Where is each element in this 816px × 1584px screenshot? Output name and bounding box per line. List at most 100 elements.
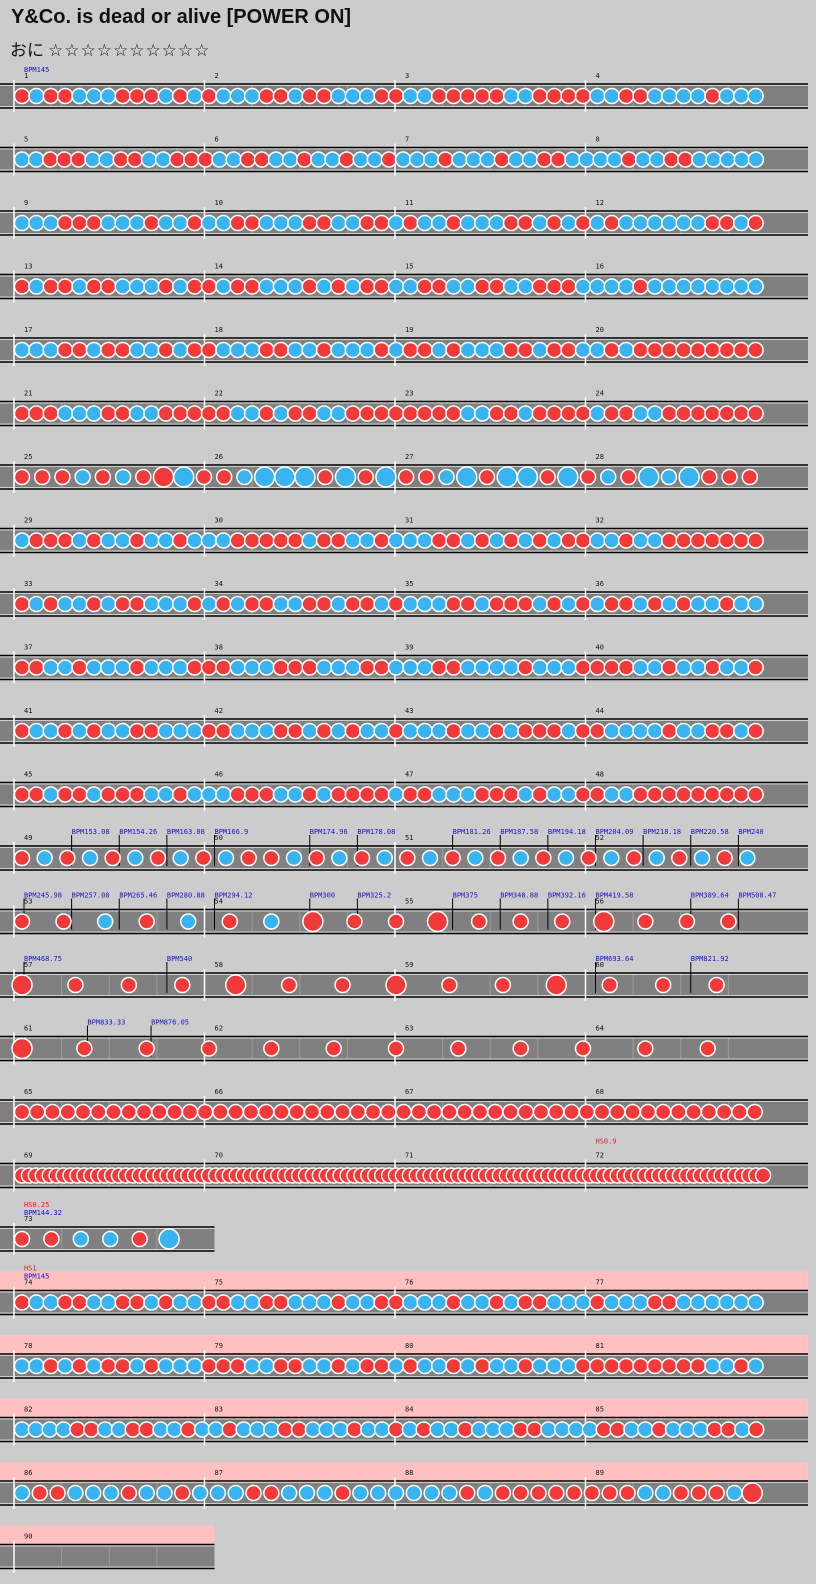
don-note bbox=[344, 786, 362, 803]
ka-note bbox=[344, 1357, 362, 1375]
gogo-band bbox=[0, 1525, 215, 1546]
ka-note bbox=[71, 405, 88, 422]
don-note bbox=[114, 1357, 131, 1375]
ka-note bbox=[603, 722, 621, 740]
don-note bbox=[402, 405, 419, 422]
ka-note bbox=[474, 595, 491, 613]
ka-note bbox=[258, 1357, 275, 1375]
don-note bbox=[200, 278, 218, 295]
don-note bbox=[715, 1103, 733, 1121]
ka-note bbox=[692, 1421, 709, 1438]
don-note bbox=[661, 786, 678, 803]
ka-note bbox=[416, 595, 434, 613]
don-note bbox=[301, 87, 318, 105]
ka-note bbox=[157, 1357, 175, 1375]
bpm-label: BPM265.46 bbox=[119, 892, 157, 900]
don-note bbox=[181, 1103, 199, 1121]
ka-note bbox=[186, 87, 203, 105]
ka-note bbox=[229, 1294, 247, 1311]
ka-note bbox=[474, 659, 491, 676]
ka-note bbox=[200, 214, 218, 232]
ka-note bbox=[28, 595, 45, 613]
measure-number: 85 bbox=[596, 1406, 604, 1414]
ka-big-note bbox=[557, 466, 579, 488]
ka-note bbox=[191, 1484, 209, 1502]
don-note bbox=[517, 214, 534, 232]
ka-note bbox=[301, 1294, 318, 1311]
ka-note bbox=[747, 87, 764, 105]
ka-note bbox=[661, 278, 678, 295]
don-note bbox=[70, 151, 87, 168]
don-note bbox=[31, 1484, 49, 1502]
don-note bbox=[387, 87, 405, 105]
don-note bbox=[560, 87, 577, 105]
don-note bbox=[13, 405, 31, 422]
ka-note bbox=[603, 786, 621, 803]
ka-note bbox=[747, 1294, 764, 1311]
don-note bbox=[624, 1103, 641, 1121]
don-note bbox=[280, 976, 298, 994]
don-note bbox=[315, 532, 333, 549]
measure-number: 84 bbox=[405, 1406, 413, 1414]
don-note bbox=[512, 1040, 529, 1057]
ka-note bbox=[678, 1421, 696, 1438]
don-note bbox=[13, 278, 31, 295]
don-note bbox=[574, 1040, 592, 1057]
don-note bbox=[689, 1357, 707, 1375]
don-note bbox=[54, 468, 71, 486]
don-note bbox=[330, 1357, 347, 1375]
ka-note bbox=[718, 87, 736, 105]
don-note bbox=[258, 341, 275, 359]
don-note bbox=[701, 468, 718, 486]
don-note bbox=[704, 87, 721, 105]
ka-note bbox=[156, 1484, 173, 1502]
don-note bbox=[517, 1357, 534, 1375]
measure-number: 45 bbox=[24, 771, 32, 779]
ka-note bbox=[459, 1357, 477, 1375]
don-note bbox=[489, 849, 507, 867]
ka-note bbox=[128, 214, 146, 232]
ka-note bbox=[402, 87, 419, 105]
don-note bbox=[42, 87, 60, 105]
don-note bbox=[580, 849, 597, 867]
ka-note bbox=[632, 595, 649, 613]
ka-note bbox=[217, 849, 235, 867]
don-note bbox=[603, 1357, 621, 1375]
measure-number: 20 bbox=[596, 326, 604, 334]
ka-note bbox=[301, 532, 318, 549]
don-note bbox=[654, 976, 672, 994]
don-note bbox=[589, 786, 606, 803]
measure-number: 79 bbox=[215, 1342, 223, 1350]
chart-row: 17 18 19 20 bbox=[0, 326, 808, 366]
ka-note bbox=[531, 595, 549, 613]
don-note bbox=[114, 341, 131, 359]
ka-note bbox=[734, 1421, 751, 1438]
ka-note bbox=[85, 341, 103, 359]
don-note bbox=[402, 1357, 419, 1375]
bpm-label: BPM419.58 bbox=[596, 892, 634, 900]
measure-number: 39 bbox=[405, 644, 413, 652]
don-note bbox=[459, 595, 477, 613]
don-note bbox=[512, 1484, 529, 1502]
don-note bbox=[747, 1421, 765, 1438]
measure-number: 29 bbox=[24, 517, 32, 525]
don-note bbox=[44, 1103, 61, 1121]
don-note bbox=[457, 1421, 474, 1438]
don-note bbox=[373, 341, 390, 359]
don-note bbox=[699, 1040, 716, 1057]
don-note bbox=[718, 405, 736, 422]
ka-note bbox=[249, 1421, 266, 1438]
don-note bbox=[430, 532, 448, 549]
measure-number: 82 bbox=[24, 1406, 32, 1414]
don-note bbox=[574, 722, 592, 740]
don-note bbox=[67, 976, 84, 994]
ka-note bbox=[84, 1484, 102, 1502]
ka-note bbox=[689, 1294, 707, 1311]
don-note bbox=[459, 87, 477, 105]
ka-note bbox=[675, 659, 692, 676]
ka-note bbox=[179, 913, 197, 930]
measure-number: 66 bbox=[215, 1088, 223, 1096]
ka-note bbox=[85, 1357, 103, 1375]
ka-note bbox=[739, 849, 756, 867]
ka-note bbox=[186, 1357, 203, 1375]
